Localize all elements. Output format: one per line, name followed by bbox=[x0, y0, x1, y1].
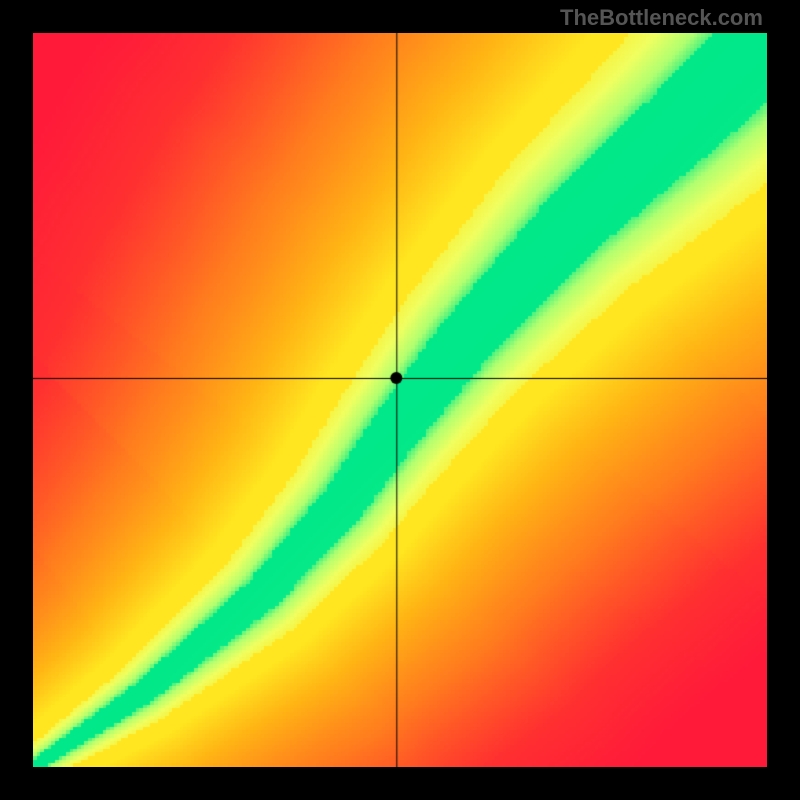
heatmap-canvas bbox=[33, 33, 767, 767]
watermark-text: TheBottleneck.com bbox=[560, 5, 763, 31]
chart-frame: TheBottleneck.com bbox=[0, 0, 800, 800]
